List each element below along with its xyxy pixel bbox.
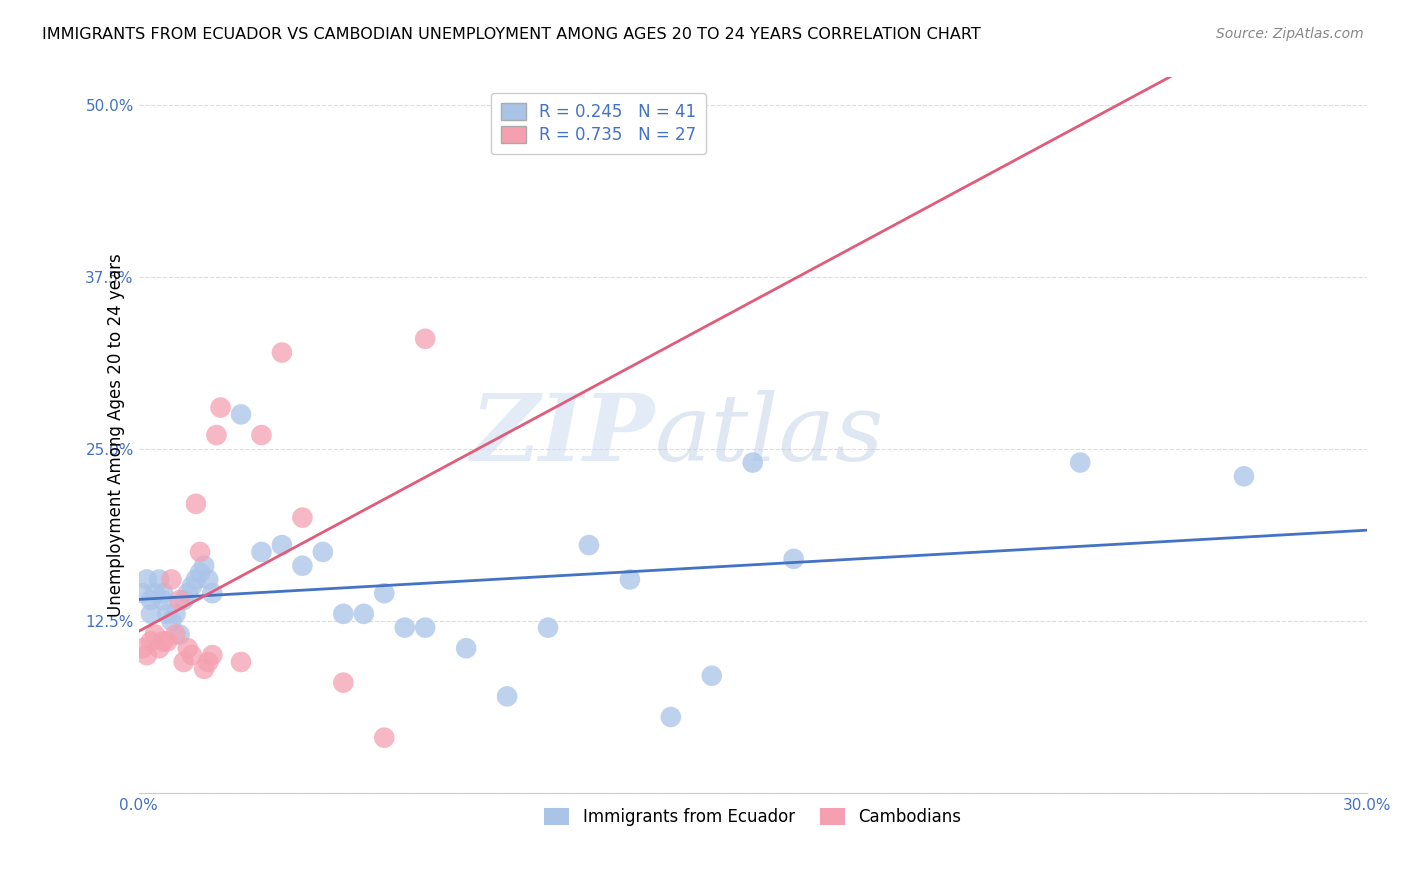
Point [143, 627, 166, 641]
Point [373, 586, 395, 600]
Text: IMMIGRANTS FROM ECUADOR VS CAMBODIAN UNEMPLOYMENT AMONG AGES 20 TO 24 YEARS CORR: IMMIGRANTS FROM ECUADOR VS CAMBODIAN UNE… [42, 27, 981, 42]
Point [229, 655, 252, 669]
Legend: Immigrants from Ecuador, Cambodians: Immigrants from Ecuador, Cambodians [536, 799, 969, 834]
Point [312, 545, 335, 559]
Point [456, 641, 478, 656]
Point [135, 573, 157, 587]
Point [700, 669, 723, 683]
Point [160, 573, 183, 587]
Point [180, 579, 202, 593]
Point [193, 558, 215, 573]
Point [148, 573, 170, 587]
Point [229, 408, 252, 422]
Point [537, 621, 560, 635]
Point [177, 641, 200, 656]
Point [205, 428, 228, 442]
Point [132, 586, 155, 600]
Point [152, 586, 174, 600]
Point [578, 538, 600, 552]
Point [782, 551, 804, 566]
Point [250, 545, 273, 559]
Point [148, 641, 170, 656]
Text: Source: ZipAtlas.com: Source: ZipAtlas.com [1216, 27, 1364, 41]
Point [201, 648, 224, 662]
Point [184, 573, 207, 587]
Point [291, 558, 314, 573]
Point [394, 621, 416, 635]
Point [193, 662, 215, 676]
Point [209, 401, 232, 415]
Point [165, 607, 187, 621]
Point [413, 621, 436, 635]
Point [180, 648, 202, 662]
Point [165, 627, 187, 641]
Point [1069, 456, 1091, 470]
Point [1233, 469, 1256, 483]
Point [143, 586, 166, 600]
Point [135, 648, 157, 662]
Point [201, 586, 224, 600]
Point [169, 627, 191, 641]
Point [156, 634, 179, 648]
Point [619, 573, 641, 587]
Point [139, 607, 162, 621]
Point [152, 593, 174, 607]
Y-axis label: Unemployment Among Ages 20 to 24 years: Unemployment Among Ages 20 to 24 years [107, 253, 125, 617]
Point [197, 573, 219, 587]
Point [173, 593, 195, 607]
Point [132, 641, 155, 656]
Point [160, 614, 183, 628]
Point [659, 710, 682, 724]
Text: atlas: atlas [654, 390, 884, 480]
Point [353, 607, 375, 621]
Point [332, 607, 354, 621]
Point [152, 634, 174, 648]
Point [332, 675, 354, 690]
Point [741, 456, 763, 470]
Text: ZIP: ZIP [470, 390, 654, 480]
Point [184, 497, 207, 511]
Point [188, 566, 211, 580]
Point [169, 593, 191, 607]
Point [188, 545, 211, 559]
Point [139, 634, 162, 648]
Point [156, 607, 179, 621]
Point [197, 655, 219, 669]
Point [177, 586, 200, 600]
Point [496, 690, 519, 704]
Point [250, 428, 273, 442]
Point [291, 510, 314, 524]
Point [173, 655, 195, 669]
Point [271, 345, 294, 359]
Point [373, 731, 395, 745]
Point [413, 332, 436, 346]
Point [139, 593, 162, 607]
Point [271, 538, 294, 552]
